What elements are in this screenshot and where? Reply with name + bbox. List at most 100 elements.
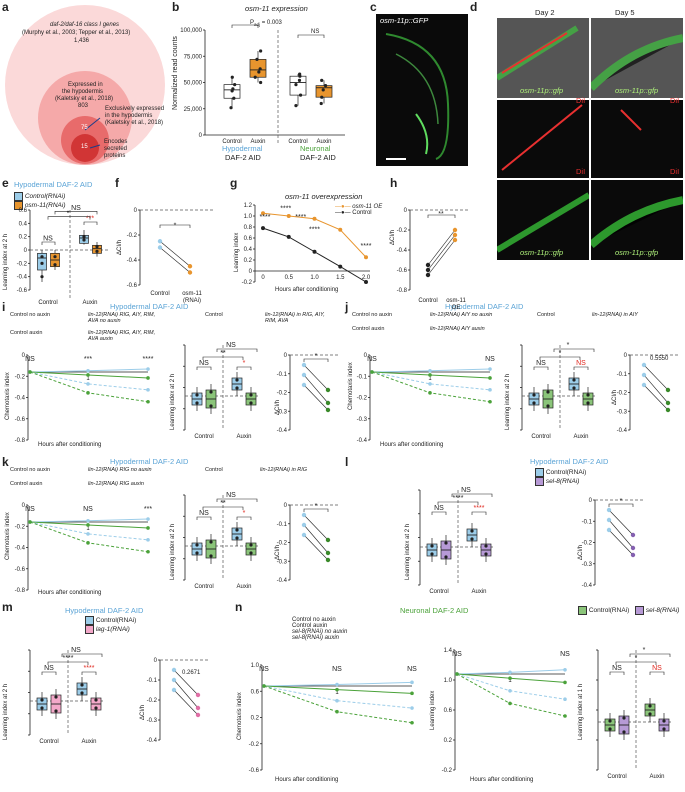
chart-l-point	[470, 537, 473, 540]
chart-j-point	[666, 388, 670, 392]
chart-k-point	[302, 513, 306, 517]
chart-k-sig: *	[315, 503, 318, 510]
chart-n2-ytick-label: 0.6	[444, 708, 453, 714]
chart-b-point	[232, 97, 235, 100]
chart-n2-point	[508, 671, 512, 675]
chart-l-sig: ****	[453, 495, 464, 502]
chart-h-pair-line	[428, 240, 455, 275]
chart-n2-point	[563, 714, 567, 718]
chart-l-point	[607, 528, 611, 532]
chart-l-ytick-label: -0.4	[582, 583, 593, 589]
chart-j-point	[370, 370, 374, 374]
chart-m-br2	[82, 672, 96, 675]
chart-g-ytick-label: 0.8	[244, 225, 253, 231]
chart-i-xlabel: Auxin	[236, 434, 251, 440]
chart-i-sig: *	[315, 353, 318, 360]
chart-i-point	[326, 388, 330, 392]
chart-i-sig: ***	[84, 356, 92, 363]
chart-g-xtick: 1.5	[336, 275, 345, 281]
chart-i-point	[195, 401, 198, 404]
chart-g-xtick: 0.5	[285, 275, 294, 281]
chart-n3-point	[622, 730, 625, 733]
chart-b-box	[250, 59, 266, 77]
chart-m-br1	[42, 672, 56, 675]
chart-n-point	[335, 710, 339, 714]
chart-k-sig: *	[243, 510, 246, 517]
chart-j-point	[488, 367, 492, 371]
chart-j-point	[666, 408, 670, 412]
chart-h-xlabel: OE	[452, 305, 461, 311]
chart-n3-sig: NS	[612, 665, 622, 672]
chart-b-ytick-label: 50,000	[184, 81, 203, 87]
chart-b-bracket-2	[298, 35, 324, 38]
chart-f-sig: *	[174, 223, 177, 230]
chart-i-point	[195, 393, 198, 396]
chart-m-point	[40, 698, 43, 701]
chart-k-pair-line	[304, 515, 328, 540]
chart-e-ytick-label: 0.6	[19, 208, 28, 214]
chart-j-point	[428, 369, 432, 373]
chart-i-point	[86, 391, 90, 395]
chart-m-sig: NS	[71, 647, 81, 654]
chart-h-ytick-label: 0	[404, 208, 408, 214]
chart-n3-br2	[650, 672, 664, 675]
chart-j-point	[488, 376, 492, 380]
chart-k-ytick-label: -0.1	[277, 522, 288, 528]
chart-l-point	[631, 533, 635, 537]
chart-m-point	[172, 688, 176, 692]
chart-b-point	[320, 102, 323, 105]
chart-b-point	[229, 106, 232, 109]
chart-g-point	[313, 217, 317, 221]
chart-k-point	[146, 517, 150, 521]
chart-h-ytick-label: -0.2	[397, 228, 408, 234]
chart-e-point	[40, 255, 43, 258]
chart-j-ytick-label: -0.4	[357, 438, 368, 444]
chart-g-point	[287, 214, 291, 218]
chart-l-point	[484, 552, 487, 555]
chart-l-xlabel: Control	[429, 589, 448, 595]
chart-j-point	[546, 404, 549, 407]
chart-k-point	[86, 519, 90, 523]
chart-g-line	[263, 228, 366, 282]
chart-m-point	[172, 678, 176, 682]
chart-j-point	[642, 373, 646, 377]
chart-i-point	[146, 388, 150, 392]
chart-k-sig: **	[220, 500, 226, 507]
chart-j-ytick-label: -0.4	[617, 428, 628, 434]
chart-m-point	[196, 706, 200, 710]
chart-k-sig: ***	[144, 506, 152, 513]
chart-n-point	[335, 683, 339, 687]
chart-n3-point	[662, 719, 665, 722]
chart-j-xtick: 1	[428, 376, 432, 382]
chart-h-point	[426, 273, 430, 277]
chart-i-ytick-label: -0.4	[15, 396, 26, 402]
chart-k-point	[326, 538, 330, 542]
chart-n2-point	[455, 672, 459, 676]
chart-j-br1	[534, 367, 548, 370]
chart-l-sig: *	[620, 498, 623, 505]
chart-k-ytick-label: 0	[284, 503, 288, 509]
chart-i-point	[235, 378, 238, 381]
chart-k-point	[235, 536, 238, 539]
chart-h-point	[453, 233, 457, 237]
chart-n2-point	[508, 689, 512, 693]
chart-i-point	[146, 400, 150, 404]
chart-n-sig: NS	[407, 666, 417, 673]
chart-e-point	[53, 255, 56, 258]
chart-e-point	[40, 275, 43, 278]
chart-n3-point	[662, 727, 665, 730]
chart-h-point	[426, 268, 430, 272]
chart-i-point	[235, 386, 238, 389]
chart-k-br2	[237, 517, 251, 520]
chart-m-sig: NS	[44, 665, 54, 672]
chart-i-ytick-label: 0	[284, 353, 288, 359]
chart-e-xlabel: Control	[38, 300, 57, 306]
chart-k-point	[86, 541, 90, 545]
chart-h-xlabel: osm-11	[446, 298, 466, 304]
chart-n-sig: NS	[259, 666, 269, 673]
chart-n2-point	[563, 681, 567, 685]
chart-h-point	[453, 238, 457, 242]
chart-i-sig: *	[243, 360, 246, 367]
chart-n-ytick-label: -0.2	[249, 742, 260, 748]
chart-l-sig: NS	[461, 487, 471, 494]
